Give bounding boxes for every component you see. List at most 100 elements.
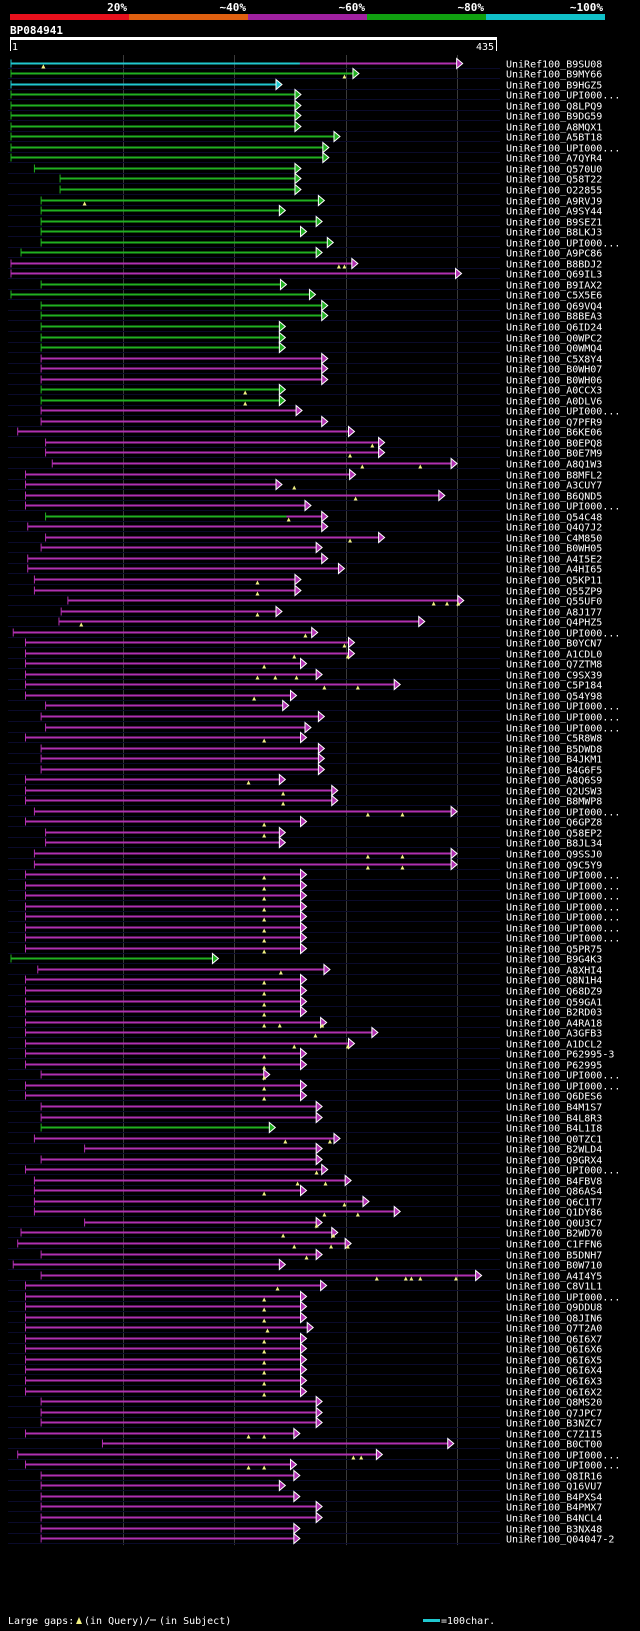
legend-scale-label: =100char.	[441, 1616, 495, 1627]
hit-arrow	[418, 615, 426, 628]
gap-marker	[262, 1023, 267, 1028]
hit-label: UniRef100_A7QYR4	[506, 154, 602, 165]
hit-arrow	[450, 457, 458, 470]
hit-label: UniRef100_Q54C48	[506, 513, 602, 524]
hit-label: UniRef100_Q68DZ9	[506, 987, 602, 998]
hit-label: UniRef100_Q0U3C7	[506, 1219, 602, 1230]
hit-arrow	[315, 1406, 323, 1419]
hit-arrow	[300, 984, 308, 997]
hit-arrow	[322, 151, 330, 164]
hit-arrow	[300, 815, 308, 828]
hit-label: UniRef100_B4L1I8	[506, 1124, 602, 1135]
hit-arrow	[456, 57, 464, 70]
hit-label: UniRef100_Q8IR16	[506, 1472, 602, 1483]
hit-label: UniRef100_A4I4Y5	[506, 1272, 602, 1283]
hit-arrow	[315, 1153, 323, 1166]
hit-label: UniRef100_UPI000...	[506, 629, 620, 640]
hit-label: UniRef100_Q0TZC1	[506, 1135, 602, 1146]
hit-label: UniRef100_B0YCN7	[506, 639, 602, 650]
gap-marker	[303, 633, 308, 638]
gap-marker	[262, 1339, 267, 1344]
gap-marker	[304, 1255, 309, 1260]
hit-arrow	[450, 858, 458, 871]
hit-arrow	[438, 489, 446, 502]
hit-arrow	[300, 868, 308, 881]
gap-marker	[314, 1170, 319, 1175]
hit-label: UniRef100_Q6I6X2	[506, 1388, 602, 1399]
hit-label: UniRef100_UPI000...	[506, 808, 620, 819]
gap-marker	[277, 1023, 282, 1028]
gap-marker	[445, 601, 450, 606]
query-start-label: 1	[12, 42, 18, 53]
hit-label: UniRef100_B9HGZ5	[506, 81, 602, 92]
hit-arrow	[294, 183, 302, 196]
hit-label: UniRef100_Q7ZTM8	[506, 660, 602, 671]
hit-arrow	[349, 468, 357, 481]
gap-marker	[246, 1465, 251, 1470]
gap-marker	[342, 1202, 347, 1207]
hit-label: UniRef100_B8MWP8	[506, 797, 602, 808]
hit-label: UniRef100_Q54Y98	[506, 692, 602, 703]
hit-label: UniRef100_UPI000...	[506, 724, 620, 735]
gap-marker	[262, 1065, 267, 1070]
hit-label: UniRef100_Q55ZP9	[506, 587, 602, 598]
hit-arrow	[317, 742, 326, 755]
gap-marker	[262, 738, 267, 743]
hit-label: UniRef100_B0WH05	[506, 544, 602, 555]
hit-arrow	[321, 520, 329, 533]
hit-label: UniRef100_Q69VQ4	[506, 302, 602, 313]
gap-marker	[262, 1054, 267, 1059]
gap-marker	[327, 1139, 332, 1144]
gap-marker	[345, 654, 350, 659]
hit-arrow	[315, 1142, 323, 1155]
hit-arrow	[351, 257, 359, 270]
hit-arrow	[300, 225, 308, 238]
gap-marker	[342, 264, 347, 269]
identity-scale-label: ~100%	[570, 1, 603, 14]
hit-label: UniRef100_B9G4K3	[506, 955, 602, 966]
hit-arrow	[317, 763, 326, 776]
hit-label: UniRef100_C5X8Y4	[506, 355, 602, 366]
gap-marker	[365, 812, 370, 817]
hit-label: UniRef100_B8MFL2	[506, 471, 602, 482]
hit-arrow	[344, 1174, 352, 1187]
gap-marker	[322, 685, 327, 690]
hit-label: UniRef100_Q69IL3	[506, 270, 602, 281]
hit-arrow	[300, 973, 308, 986]
hit-label: UniRef100_Q8N1H4	[506, 976, 602, 987]
hit-label: UniRef100_UPI000...	[506, 713, 620, 724]
hit-arrow	[315, 1416, 323, 1429]
hit-label: UniRef100_B4PMX7	[506, 1503, 602, 1514]
gap-marker	[262, 1434, 267, 1439]
gap-marker	[365, 854, 370, 859]
gap-marker	[262, 980, 267, 985]
gap-marker	[322, 1212, 327, 1217]
hit-label: UniRef100_A8XHI4	[506, 966, 602, 977]
gap-marker	[323, 1181, 328, 1186]
gap-marker	[348, 453, 353, 458]
hit-arrow	[300, 1385, 308, 1398]
hit-arrow	[378, 446, 386, 459]
hit-label: UniRef100_Q9DDU8	[506, 1303, 602, 1314]
hit-label: UniRef100_Q9C5Y9	[506, 861, 602, 872]
gap-marker	[281, 791, 286, 796]
hit-arrow	[278, 1258, 287, 1271]
legend-gaps-prefix: Large gaps:	[8, 1616, 74, 1627]
gap-marker	[262, 1002, 267, 1007]
hit-label: UniRef100_A0CCX3	[506, 386, 602, 397]
hit-label: UniRef100_Q8MS20	[506, 1398, 602, 1409]
hit-arrow	[278, 773, 287, 786]
hit-arrow	[315, 668, 323, 681]
legend-gaps-query: (in Query)/	[84, 1616, 150, 1627]
hit-arrow	[306, 1321, 315, 1334]
hit-label: UniRef100_Q2USW3	[506, 787, 602, 798]
hit-label: UniRef100_Q6ID24	[506, 323, 602, 334]
hit-label: UniRef100_UPI000...	[506, 924, 620, 935]
gap-marker	[400, 812, 405, 817]
hit-label: UniRef100_B3NX48	[506, 1525, 602, 1536]
gap-marker	[262, 1360, 267, 1365]
hit-label: UniRef100_UPI000...	[506, 903, 620, 914]
hit-arrow	[333, 130, 341, 143]
hit-label: UniRef100_B4NCL4	[506, 1514, 602, 1525]
hit-arrow	[300, 1342, 308, 1355]
